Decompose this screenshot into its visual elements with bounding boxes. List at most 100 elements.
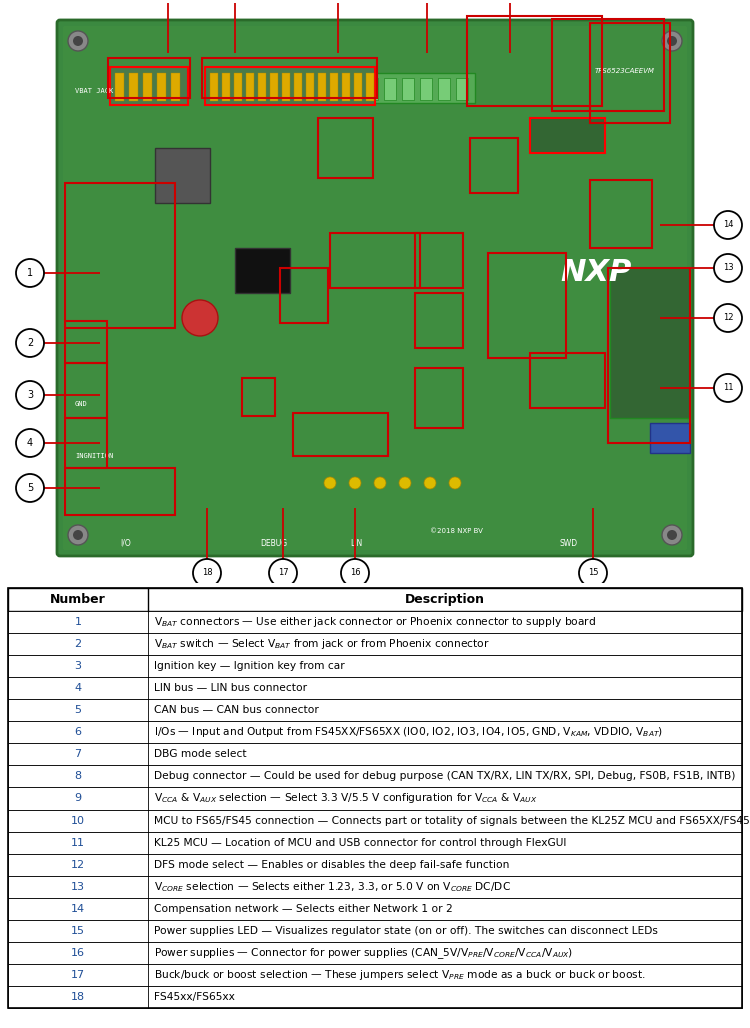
Bar [366, 78, 378, 100]
Text: KL25 MCU — Location of MCU and USB connector for control through FlexGUI: KL25 MCU — Location of MCU and USB conne… [154, 838, 566, 848]
Text: 12: 12 [71, 859, 85, 870]
Bar [8, 765, 742, 787]
Text: 15: 15 [588, 568, 598, 578]
Bar [8, 588, 742, 611]
Bar [366, 73, 374, 101]
Text: 4: 4 [27, 438, 33, 448]
Circle shape [374, 477, 386, 489]
Text: DEBUG: DEBUG [260, 539, 287, 548]
Text: I/O: I/O [120, 539, 130, 548]
Text: 14: 14 [71, 904, 85, 914]
Bar [415, 368, 463, 428]
Circle shape [73, 36, 83, 46]
Text: DBG mode select: DBG mode select [154, 749, 247, 760]
Text: CAN bus — CAN bus connector: CAN bus — CAN bus connector [154, 705, 319, 715]
Text: Power supplies LED — Visualizes regulator state (on or off). The switches can di: Power supplies LED — Visualizes regulato… [154, 926, 658, 937]
Bar [8, 722, 742, 743]
Text: 1: 1 [74, 617, 82, 627]
Bar [348, 78, 360, 100]
Bar [246, 73, 254, 101]
Text: 1: 1 [27, 268, 33, 278]
Text: Description: Description [405, 593, 485, 605]
Bar [234, 73, 242, 101]
Circle shape [73, 530, 83, 540]
Circle shape [667, 530, 677, 540]
Circle shape [424, 477, 436, 489]
Bar [650, 423, 690, 453]
Bar [354, 73, 362, 101]
Text: 18: 18 [202, 568, 212, 578]
Text: 11: 11 [71, 838, 85, 848]
Bar [8, 920, 742, 942]
Text: ©2018 NXP BV: ©2018 NXP BV [430, 528, 483, 534]
Circle shape [349, 477, 361, 489]
Text: 4: 4 [74, 683, 82, 693]
FancyBboxPatch shape [57, 20, 693, 556]
Circle shape [269, 559, 297, 587]
Bar [8, 987, 742, 1008]
Bar [110, 67, 188, 105]
Text: 17: 17 [278, 568, 288, 578]
Bar [330, 78, 342, 100]
Bar [65, 321, 107, 363]
Circle shape [341, 559, 369, 587]
Bar [8, 832, 742, 853]
Circle shape [16, 381, 44, 409]
Text: 16: 16 [350, 568, 360, 578]
Bar [415, 293, 463, 348]
Text: 9: 9 [74, 794, 82, 804]
Circle shape [714, 254, 742, 282]
Bar [590, 23, 670, 123]
Circle shape [662, 525, 682, 545]
Bar [552, 19, 664, 111]
Text: VBAT JACK: VBAT JACK [75, 88, 113, 94]
Circle shape [16, 429, 44, 457]
Circle shape [68, 525, 88, 545]
Text: Number: Number [50, 593, 106, 605]
Bar [342, 73, 350, 101]
Circle shape [16, 259, 44, 287]
Circle shape [579, 559, 607, 587]
Circle shape [413, 0, 441, 2]
Bar [470, 138, 518, 193]
Text: Ignition key — Ignition key from car: Ignition key — Ignition key from car [154, 661, 345, 671]
Circle shape [324, 0, 352, 2]
Circle shape [68, 31, 88, 51]
Bar [8, 787, 742, 810]
Text: MCU to FS65/FS45 connection — Connects part or totality of signals between the K: MCU to FS65/FS45 connection — Connects p… [154, 815, 750, 825]
Text: 5: 5 [27, 483, 33, 493]
Bar [456, 78, 468, 100]
Bar [290, 73, 475, 103]
Text: 13: 13 [723, 263, 734, 272]
FancyBboxPatch shape [63, 26, 687, 550]
Text: 15: 15 [71, 926, 85, 937]
Bar [467, 16, 602, 106]
Bar [202, 58, 377, 98]
Bar [65, 363, 107, 418]
Text: 3: 3 [74, 661, 82, 671]
Text: 16: 16 [71, 948, 85, 958]
Bar [294, 73, 302, 101]
Bar [438, 78, 450, 100]
Text: I/Os — Input and Output from FS45XX/FS65XX (IO0, IO2, IO3, IO4, IO5, GND, V$_{KA: I/Os — Input and Output from FS45XX/FS65… [154, 725, 663, 739]
Bar [294, 78, 306, 100]
Bar [65, 468, 175, 515]
Circle shape [324, 477, 336, 489]
Bar [610, 268, 690, 418]
Circle shape [221, 0, 249, 2]
Text: V$_{BAT}$ switch — Select V$_{BAT}$ from jack or from Phoenix connector: V$_{BAT}$ switch — Select V$_{BAT}$ from… [154, 636, 490, 651]
Text: 10: 10 [71, 815, 85, 825]
Bar [282, 73, 290, 101]
Bar [306, 73, 314, 101]
Text: 7: 7 [74, 749, 82, 760]
Text: DFS mode select — Enables or disables the deep fail-safe function: DFS mode select — Enables or disables th… [154, 859, 509, 870]
Bar [8, 942, 742, 964]
Text: 14: 14 [723, 220, 734, 229]
Bar [608, 268, 690, 443]
Text: SWD: SWD [560, 539, 578, 548]
Bar [280, 268, 328, 323]
Bar [420, 78, 432, 100]
Text: V$_{BAT}$ connectors — Use either jack connector or Phoenix connector to supply : V$_{BAT}$ connectors — Use either jack c… [154, 615, 596, 629]
Bar [143, 73, 152, 101]
Circle shape [667, 36, 677, 46]
